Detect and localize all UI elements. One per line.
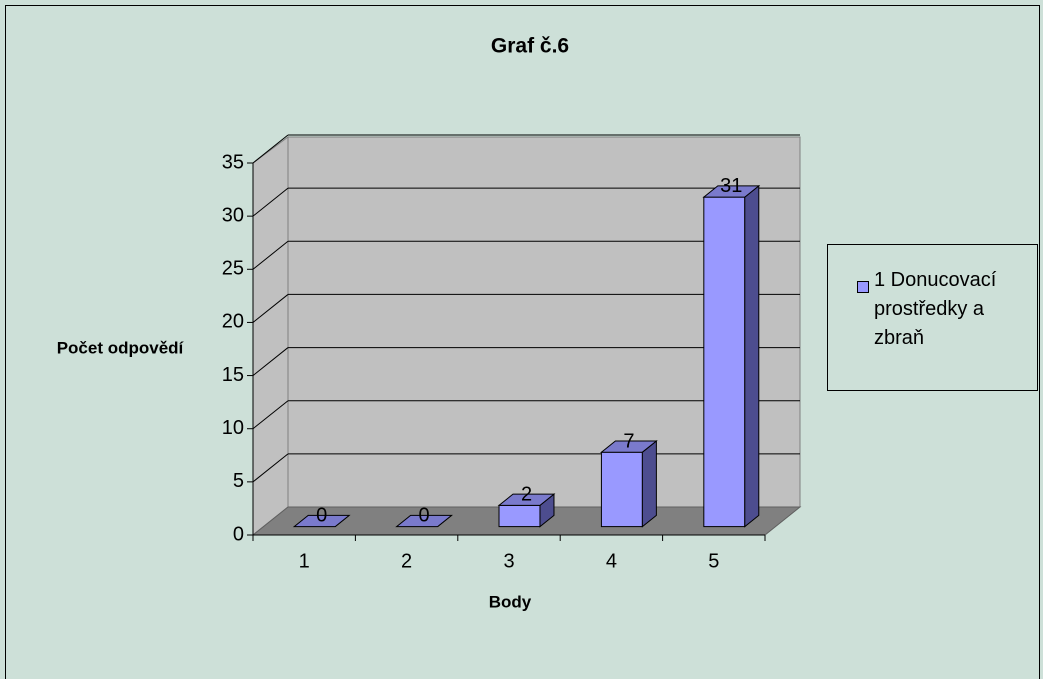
chart-title: Graf č.6 (491, 35, 569, 58)
data-label: 0 (419, 505, 430, 527)
x-axis-label: Body (489, 592, 532, 611)
y-tick-label: 0 (233, 523, 244, 545)
data-label: 7 (623, 430, 634, 452)
bar-side (641, 439, 657, 528)
y-tick-label: 20 (222, 311, 244, 333)
side-wall (252, 136, 289, 537)
data-label: 31 (720, 175, 742, 197)
bar-front (703, 196, 746, 528)
bar-front (498, 504, 541, 528)
grid-line (252, 453, 289, 483)
bar-side (744, 184, 760, 528)
y-tick-label: 15 (222, 364, 244, 386)
legend-marker (857, 281, 869, 293)
y-axis-label: Počet odpovědí (57, 338, 185, 357)
x-tick-label: 1 (299, 550, 310, 572)
y-tick-label: 30 (222, 204, 244, 226)
y-tick-label: 10 (222, 417, 244, 439)
bar-top (702, 185, 761, 198)
x-tick-label: 2 (401, 550, 412, 572)
legend-box (827, 244, 1038, 391)
grid-line (252, 134, 289, 164)
grid-line (252, 187, 289, 217)
y-tick-label: 5 (233, 470, 244, 492)
grid-line (252, 240, 289, 270)
x-tick-label: 5 (708, 550, 719, 572)
bar-top (599, 440, 658, 453)
bar-top (292, 514, 351, 528)
x-tick-label: 4 (606, 550, 617, 572)
grid-line (252, 347, 289, 376)
bar-top (497, 493, 556, 506)
data-label: 0 (316, 505, 327, 527)
bar-top (395, 514, 454, 528)
x-tick-label: 3 (503, 550, 514, 572)
y-tick-label: 25 (222, 258, 244, 280)
grid-line (252, 400, 289, 430)
bar-front (600, 451, 643, 528)
data-label: 2 (521, 483, 532, 505)
grid-line (252, 294, 289, 323)
y-tick-label: 35 (222, 151, 244, 173)
legend-label: 1 Donucovací prostředky a zbraň (874, 269, 997, 349)
